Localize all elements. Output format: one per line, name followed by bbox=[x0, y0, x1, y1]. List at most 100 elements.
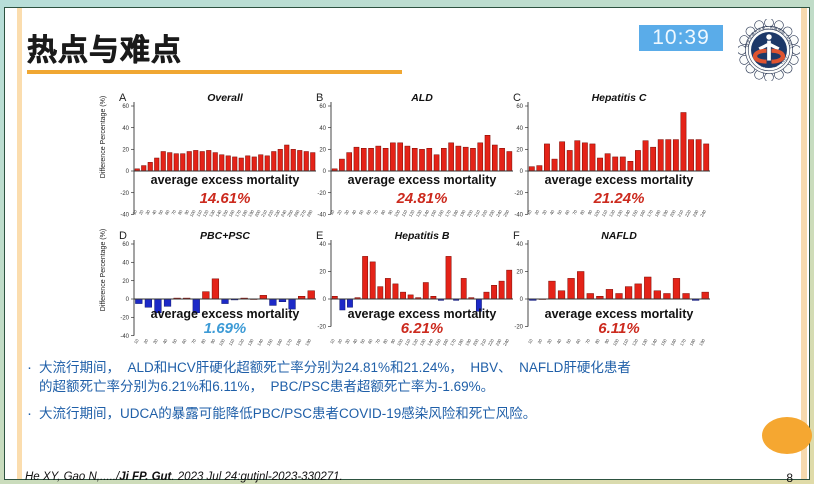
svg-text:160: 160 bbox=[638, 208, 646, 217]
svg-text:A: A bbox=[119, 92, 127, 104]
svg-text:220: 220 bbox=[684, 208, 692, 217]
svg-text:150: 150 bbox=[430, 208, 438, 217]
svg-text:-20: -20 bbox=[120, 191, 129, 197]
svg-text:230: 230 bbox=[692, 208, 700, 217]
svg-text:-40: -40 bbox=[317, 213, 326, 219]
svg-text:20: 20 bbox=[336, 208, 343, 215]
svg-text:20: 20 bbox=[122, 279, 129, 285]
svg-text:160: 160 bbox=[441, 337, 449, 346]
svg-text:240: 240 bbox=[502, 337, 510, 346]
svg-text:20: 20 bbox=[516, 270, 523, 276]
svg-text:40: 40 bbox=[351, 208, 358, 215]
svg-text:Overall: Overall bbox=[207, 92, 244, 104]
svg-text:100: 100 bbox=[593, 208, 601, 217]
svg-text:150: 150 bbox=[266, 337, 274, 346]
svg-text:10: 10 bbox=[329, 208, 336, 215]
svg-text:Difference Percentage (%): Difference Percentage (%) bbox=[100, 229, 107, 311]
svg-text:280: 280 bbox=[306, 208, 314, 217]
svg-text:190: 190 bbox=[459, 208, 467, 217]
svg-text:20: 20 bbox=[143, 337, 150, 344]
svg-text:150: 150 bbox=[631, 208, 639, 217]
svg-text:PBC+PSC: PBC+PSC bbox=[200, 230, 250, 242]
svg-text:average excess mortality: average excess mortality bbox=[545, 307, 694, 321]
svg-text:160: 160 bbox=[437, 208, 445, 217]
svg-text:10: 10 bbox=[526, 208, 533, 215]
svg-text:-20: -20 bbox=[120, 316, 129, 322]
svg-text:170: 170 bbox=[444, 208, 452, 217]
svg-text:60: 60 bbox=[365, 208, 372, 215]
svg-text:80: 80 bbox=[594, 337, 601, 344]
svg-text:140: 140 bbox=[256, 337, 264, 346]
svg-text:170: 170 bbox=[449, 337, 457, 346]
svg-text:40: 40 bbox=[549, 208, 556, 215]
svg-text:100: 100 bbox=[612, 337, 620, 346]
svg-text:120: 120 bbox=[237, 337, 245, 346]
svg-text:130: 130 bbox=[247, 337, 255, 346]
svg-text:30: 30 bbox=[144, 208, 151, 215]
svg-text:6.21%: 6.21% bbox=[401, 320, 444, 337]
svg-text:-20: -20 bbox=[514, 191, 523, 197]
svg-text:6.11%: 6.11% bbox=[598, 320, 639, 337]
svg-text:60: 60 bbox=[319, 104, 326, 110]
svg-text:220: 220 bbox=[480, 208, 488, 217]
svg-text:200: 200 bbox=[669, 208, 677, 217]
svg-text:0: 0 bbox=[520, 297, 524, 303]
svg-text:40: 40 bbox=[556, 337, 563, 344]
svg-text:160: 160 bbox=[669, 337, 677, 346]
svg-text:130: 130 bbox=[641, 337, 649, 346]
svg-text:140: 140 bbox=[650, 337, 658, 346]
svg-text:-40: -40 bbox=[120, 213, 129, 219]
svg-text:70: 70 bbox=[571, 208, 578, 215]
svg-text:NAFLD: NAFLD bbox=[601, 230, 637, 242]
svg-text:60: 60 bbox=[516, 104, 523, 110]
svg-text:Hepatitis B: Hepatitis B bbox=[395, 230, 450, 242]
svg-text:210: 210 bbox=[676, 208, 684, 217]
svg-text:50: 50 bbox=[358, 208, 365, 215]
svg-text:190: 190 bbox=[661, 208, 669, 217]
svg-text:40: 40 bbox=[352, 337, 359, 344]
svg-text:60: 60 bbox=[181, 337, 188, 344]
svg-text:140: 140 bbox=[426, 337, 434, 346]
svg-text:21.24%: 21.24% bbox=[593, 190, 645, 207]
svg-text:100: 100 bbox=[396, 337, 404, 346]
svg-text:70: 70 bbox=[372, 208, 379, 215]
svg-text:200: 200 bbox=[466, 208, 474, 217]
svg-text:14.61%: 14.61% bbox=[200, 190, 251, 207]
svg-text:C: C bbox=[513, 92, 521, 104]
svg-text:ALD: ALD bbox=[410, 92, 433, 104]
svg-text:50: 50 bbox=[171, 337, 178, 344]
svg-text:240: 240 bbox=[495, 208, 503, 217]
svg-text:190: 190 bbox=[464, 337, 472, 346]
svg-text:60: 60 bbox=[164, 208, 171, 215]
svg-text:180: 180 bbox=[654, 208, 662, 217]
svg-text:230: 230 bbox=[495, 337, 503, 346]
svg-text:160: 160 bbox=[275, 337, 283, 346]
svg-text:-40: -40 bbox=[120, 334, 129, 340]
svg-text:average excess mortality: average excess mortality bbox=[545, 173, 694, 187]
svg-text:30: 30 bbox=[343, 208, 350, 215]
svg-text:100: 100 bbox=[218, 337, 226, 346]
svg-text:110: 110 bbox=[622, 337, 630, 346]
svg-text:20: 20 bbox=[138, 208, 145, 215]
svg-text:70: 70 bbox=[374, 337, 381, 344]
svg-text:40: 40 bbox=[151, 208, 158, 215]
svg-text:20: 20 bbox=[319, 270, 326, 276]
svg-text:110: 110 bbox=[404, 337, 412, 346]
svg-text:210: 210 bbox=[479, 337, 487, 346]
svg-text:0: 0 bbox=[126, 297, 130, 303]
svg-text:180: 180 bbox=[295, 337, 303, 346]
svg-text:E: E bbox=[316, 230, 323, 242]
svg-text:50: 50 bbox=[157, 208, 164, 215]
svg-text:80: 80 bbox=[200, 337, 207, 344]
svg-text:B: B bbox=[316, 92, 323, 104]
svg-text:120: 120 bbox=[608, 208, 616, 217]
svg-text:80: 80 bbox=[177, 208, 184, 215]
svg-text:0: 0 bbox=[323, 297, 327, 303]
svg-text:40: 40 bbox=[122, 261, 129, 267]
svg-text:D: D bbox=[119, 230, 127, 242]
svg-text:190: 190 bbox=[698, 337, 706, 346]
svg-text:90: 90 bbox=[604, 337, 611, 344]
svg-text:30: 30 bbox=[152, 337, 159, 344]
svg-text:10: 10 bbox=[131, 208, 138, 215]
svg-text:60: 60 bbox=[122, 104, 129, 110]
